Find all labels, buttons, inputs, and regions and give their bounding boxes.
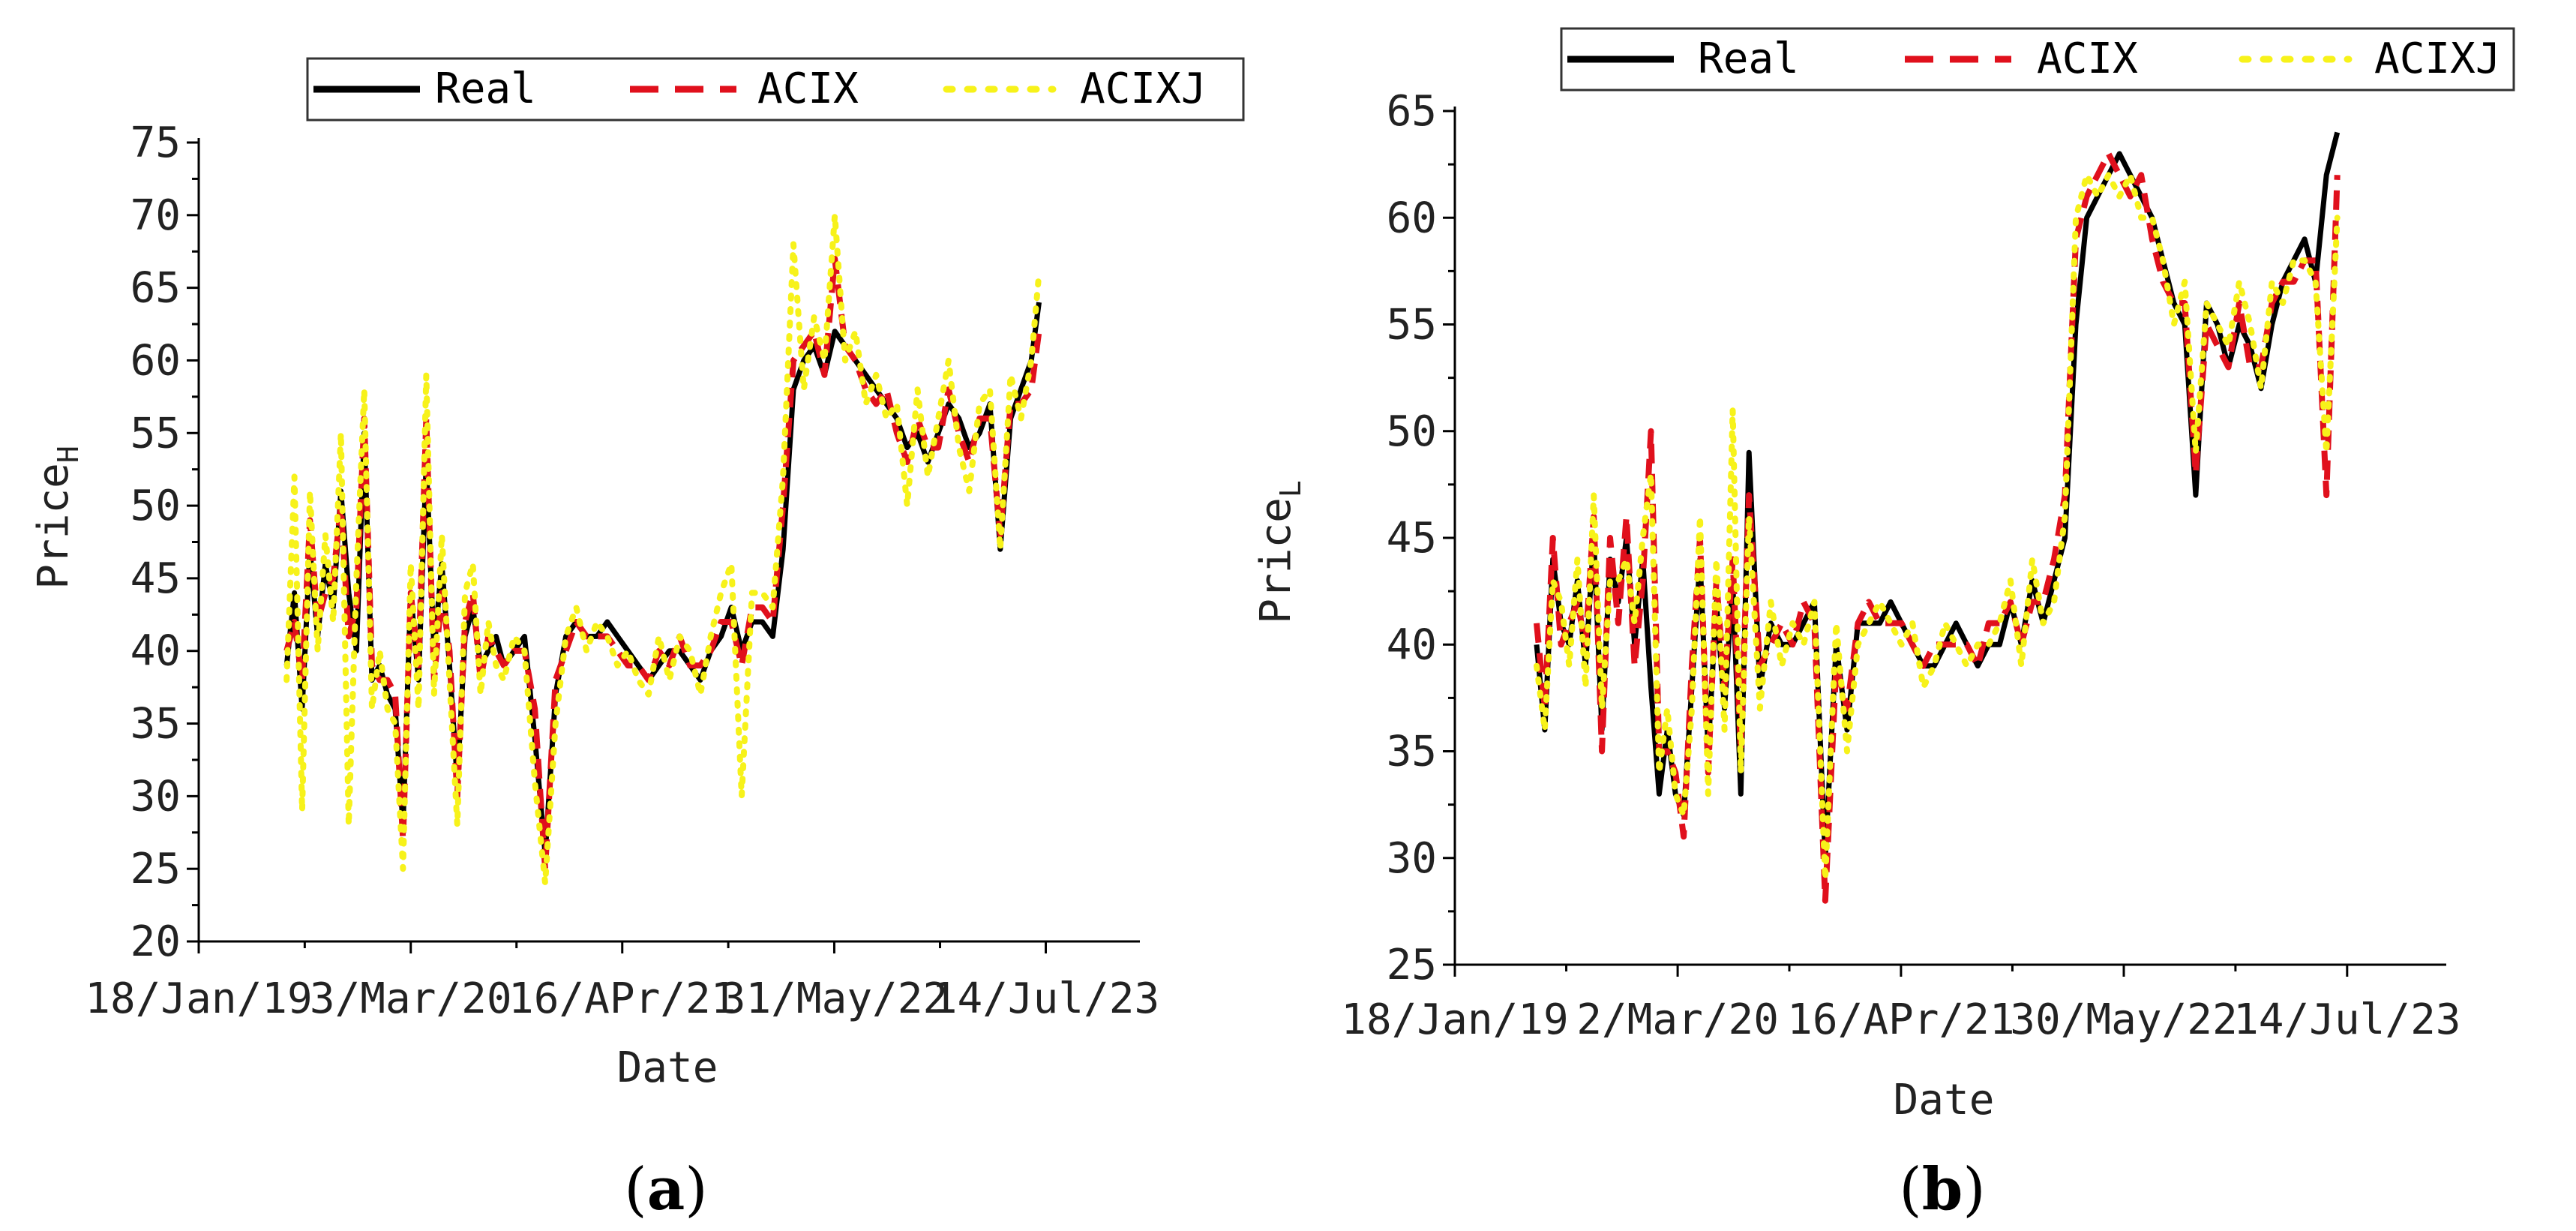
x-tick-label: 30/May/22: [2010, 995, 2237, 1044]
y-tick-label: 50: [130, 482, 181, 530]
x-tick-label: 16/APr/21: [508, 974, 736, 1023]
x-axis-title-b: Date: [1894, 1076, 1995, 1124]
chart-panel-b: Real ACIX ACIXJ 25 30 35 40 45 50 55 60 65 18/Jan…: [1252, 27, 2515, 1223]
legend-label-real: Real: [435, 65, 536, 113]
x-tick-label: 3/Mar/20: [310, 974, 512, 1023]
series-line-real: [283, 302, 1042, 857]
y-tick-label: 55: [130, 409, 181, 458]
x-tick-label: 16/APr/21: [1787, 995, 2014, 1044]
y-tick-label: 45: [1387, 514, 1437, 563]
x-axis-title-a: Date: [617, 1043, 718, 1092]
y-tick-label: 75: [130, 119, 181, 167]
axes-b: 25 30 35 40 45 50 55 60 65 18/Jan/19 2/Mar/20 16/AP…: [1341, 87, 2461, 1044]
y-tick-label: 60: [130, 336, 181, 385]
series-line-acixj: [1534, 172, 2341, 883]
y-tick-label: 25: [1387, 941, 1437, 989]
y-axis-title-a: PriceH: [29, 446, 85, 589]
series-line-acix: [283, 255, 1042, 872]
legend-label-acixj: ACIXJ: [2374, 35, 2501, 83]
y-tick-label: 65: [130, 264, 181, 313]
x-tick-label: 18/Jan/19: [85, 974, 312, 1023]
y-axis-title-main-a: Price: [29, 463, 78, 590]
axes-a: 20 25 30 35 40 45 50 55 60 65 70 75 18/Jan/193/Mar/2…: [85, 119, 1159, 1023]
y-tick-label: 70: [130, 191, 181, 240]
legend-label-acix: ACIX: [757, 65, 859, 113]
legend-label-acixj: ACIXJ: [1080, 65, 1207, 113]
y-axis-title-sub-b: L: [1274, 480, 1307, 497]
y-tick-label: 30: [130, 772, 181, 821]
y-tick-label: 65: [1387, 87, 1437, 136]
series-line-acixj: [283, 212, 1042, 887]
chart-panel-a: Real ACIX ACIXJ 20 25 30 35 40 45 50 55 60 65 70 75…: [29, 57, 1245, 1223]
legend-label-real: Real: [1698, 35, 1799, 83]
x-tick-label: 14/Jul/23: [2233, 995, 2461, 1044]
y-tick-label: 60: [1387, 194, 1437, 242]
series-layer-b: [1534, 131, 2341, 904]
y-tick-label: 40: [130, 627, 181, 676]
y-axis-title-b: PriceL: [1252, 480, 1307, 623]
x-tick-label: 18/Jan/19: [1341, 995, 1568, 1044]
y-axis-title-main-b: Price: [1252, 497, 1300, 624]
x-tick-label: 31/May/22: [721, 974, 948, 1023]
legend-b: Real ACIX ACIXJ: [1560, 27, 2515, 92]
series-layer-a: [283, 212, 1042, 887]
y-tick-label: 50: [1387, 407, 1437, 456]
y-tick-label: 55: [1387, 301, 1437, 350]
y-tick-label: 20: [130, 917, 181, 966]
x-tick-label: 14/Jul/23: [932, 974, 1159, 1023]
y-tick-label: 45: [130, 554, 181, 603]
y-tick-label: 35: [130, 700, 181, 749]
panel-label-a: (a): [624, 1155, 707, 1223]
x-tick-label: 2/Mar/20: [1576, 995, 1779, 1044]
y-tick-label: 30: [1387, 834, 1437, 883]
legend-box: [1560, 27, 2515, 92]
panel-label-b: (b): [1899, 1155, 1985, 1223]
y-tick-label: 35: [1387, 728, 1437, 776]
y-tick-label: 40: [1387, 620, 1437, 669]
legend-box: [306, 57, 1245, 122]
legend-label-acix: ACIX: [2037, 35, 2138, 83]
y-tick-label: 25: [130, 845, 181, 893]
legend-a: Real ACIX ACIXJ: [306, 57, 1245, 122]
y-axis-title-sub-a: H: [52, 446, 85, 463]
